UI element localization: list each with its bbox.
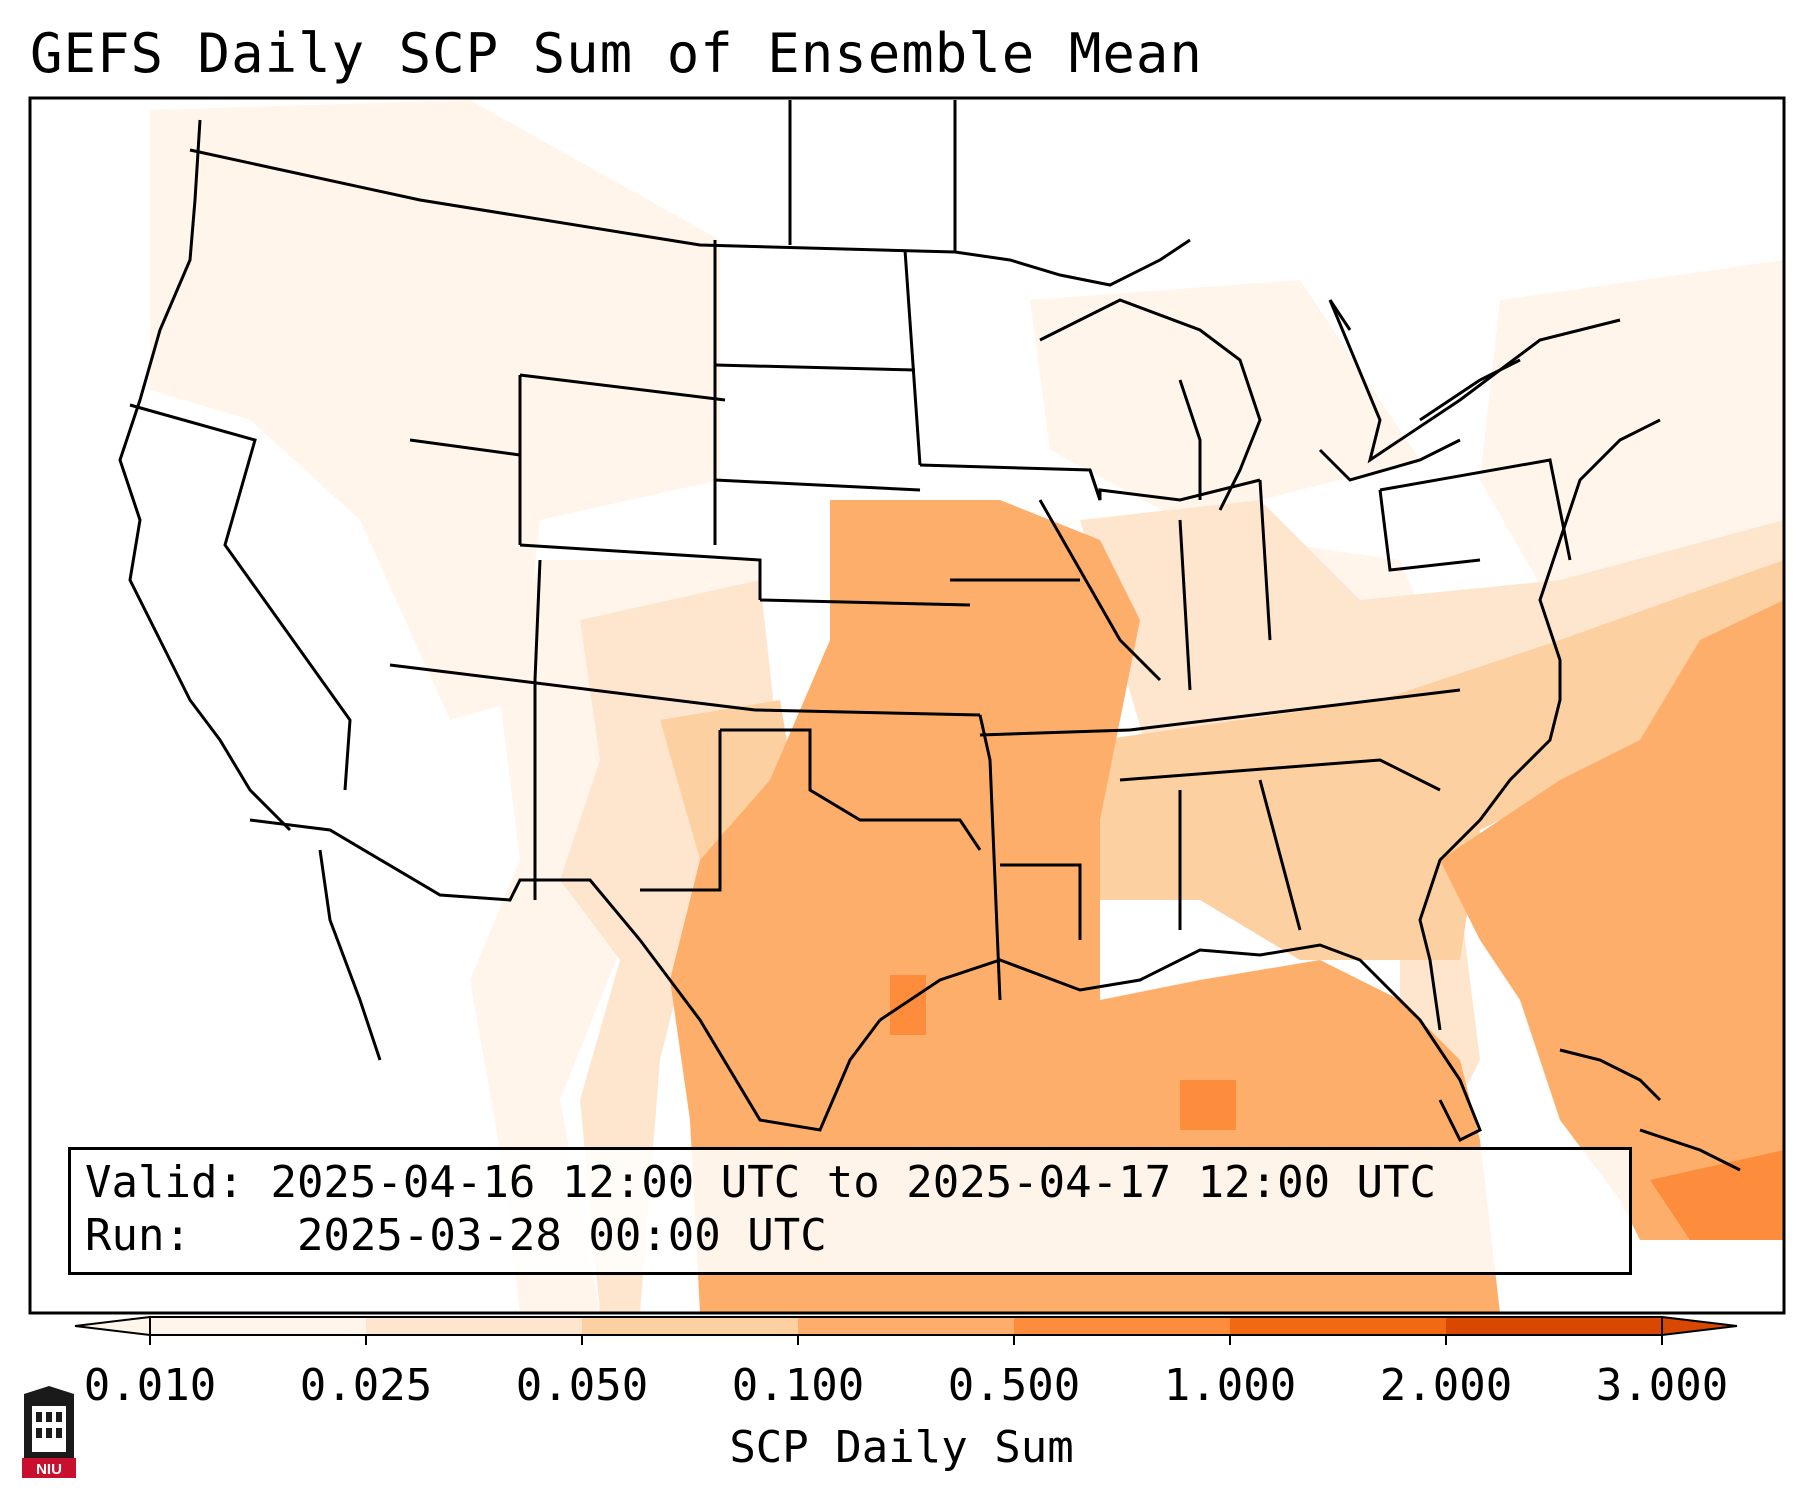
map-title: GEFS Daily SCP Sum of Ensemble Mean xyxy=(30,22,1203,85)
colorbar-segment xyxy=(150,1317,367,1335)
colorbar-tick-label: 0.100 xyxy=(731,1360,865,1411)
state-and-coast-boundaries xyxy=(118,100,1741,1172)
colorbar-segment xyxy=(1230,1317,1447,1335)
valid-label: Valid: xyxy=(85,1157,244,1208)
valid-time-range: 2025-04-16 12:00 UTC to 2025-04-17 12:00… xyxy=(270,1157,1437,1208)
colorbar-extend-low xyxy=(74,1315,151,1337)
colorbar-tick-label: 2.000 xyxy=(1379,1360,1513,1411)
colorbar-segment xyxy=(1014,1317,1231,1335)
colorbar-segment xyxy=(798,1317,1015,1335)
colorbar-segment xyxy=(582,1317,799,1335)
colorbar-segment xyxy=(366,1317,583,1335)
colorbar xyxy=(74,1315,1738,1345)
scp-field-highest xyxy=(890,975,1784,1240)
scp-field-high xyxy=(670,500,1784,1313)
colorbar-tick-label: 0.500 xyxy=(947,1360,1081,1411)
colorbar-tick-label: 1.000 xyxy=(1163,1360,1297,1411)
niu-logo: NIU xyxy=(20,1384,78,1480)
colorbar-tick-label: 0.025 xyxy=(299,1360,433,1411)
colorbar-extend-high xyxy=(1661,1315,1738,1337)
colorbar-tick-label: 0.050 xyxy=(515,1360,649,1411)
run-time: 2025-03-28 00:00 UTC xyxy=(296,1210,827,1261)
colorbar-tick-label: 3.000 xyxy=(1595,1360,1729,1411)
run-label: Run: xyxy=(85,1210,191,1261)
map-frame xyxy=(28,96,1786,1315)
valid-run-info-box: Valid: 2025-04-16 12:00 UTC to 2025-04-1… xyxy=(68,1147,1632,1275)
colorbar-tick-label: 0.010 xyxy=(83,1360,217,1411)
colorbar-segment xyxy=(1446,1317,1663,1335)
colorbar-label: SCP Daily Sum xyxy=(729,1422,1074,1473)
svg-text:NIU: NIU xyxy=(36,1461,62,1478)
